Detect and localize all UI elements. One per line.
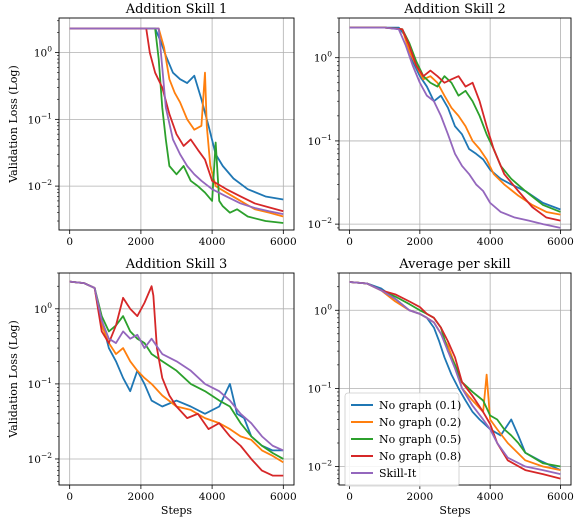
- legend-label: No graph (0.8): [379, 450, 461, 463]
- y-tick-label: 10−2: [308, 459, 333, 474]
- legend-label: No graph (0.2): [379, 416, 461, 429]
- chart-panel-3: 0 2000 4000 6000 10−2 10−1 100 Addition Skill 3…: [7, 257, 297, 517]
- axes-frame: [58, 17, 295, 231]
- series-line: [69, 280, 284, 464]
- x-tick-label: 6000: [547, 236, 574, 248]
- legend-label: Skill-It: [379, 467, 417, 480]
- legend-box: [344, 392, 460, 487]
- series-line: [69, 280, 284, 452]
- series-group: [349, 281, 561, 480]
- axes-frame: [58, 272, 295, 486]
- legend-label: No graph (0.1): [379, 399, 461, 412]
- series-line: [69, 27, 284, 213]
- x-tick-label: 0: [346, 236, 353, 248]
- series-line: [349, 26, 561, 229]
- series-line: [349, 281, 561, 480]
- legend: No graph (0.1) No graph (0.2) No graph (0.…: [344, 392, 461, 487]
- y-axis-label: Validation Loss (Log): [7, 65, 20, 184]
- y-tick-label: 100: [34, 301, 52, 316]
- x-tick-label: 6000: [270, 236, 297, 248]
- chart-title: Average per skill: [398, 257, 510, 272]
- y-tick-label: 100: [34, 45, 52, 60]
- series-line: [69, 27, 284, 218]
- y-tick-label: 10−1: [28, 376, 52, 391]
- series-line: [349, 26, 561, 211]
- series-group: [69, 27, 284, 224]
- y-tick-label: 10−1: [308, 380, 332, 395]
- y-tick-label: 10−1: [28, 111, 52, 126]
- x-tick-label: 0: [346, 491, 353, 503]
- y-tick-label: 100: [314, 302, 332, 317]
- series-line: [69, 27, 284, 216]
- chart-title: Addition Skill 1: [125, 2, 228, 17]
- series-line: [69, 280, 284, 460]
- chart-panel-4: 0 2000 4000 6000 10−2 10−1 100 Average per skil…: [308, 257, 574, 517]
- x-tick-label: 4000: [477, 491, 504, 503]
- series-line: [69, 280, 284, 452]
- x-tick-label: 2000: [128, 491, 155, 503]
- chart-title: Addition Skill 2: [403, 2, 506, 17]
- series-group: [69, 280, 284, 477]
- x-tick-label: 6000: [547, 491, 574, 503]
- y-axis-label: Validation Loss (Log): [7, 320, 20, 439]
- series-line: [69, 280, 284, 477]
- y-tick-label: 100: [314, 50, 332, 65]
- series-line: [349, 281, 561, 468]
- x-tick-label: 2000: [406, 491, 433, 503]
- y-tick-label: 10−2: [28, 178, 53, 193]
- series-line: [349, 26, 561, 222]
- x-tick-label: 4000: [199, 491, 226, 503]
- x-tick-label: 0: [66, 236, 73, 248]
- x-tick-label: 0: [66, 491, 73, 503]
- chart-panel-1: 0 2000 4000 6000 10−2 10−1 100 Addition Skill 1…: [7, 2, 297, 248]
- y-tick-label: 10−2: [28, 451, 53, 466]
- x-axis-label: Steps: [161, 504, 193, 517]
- x-tick-label: 6000: [270, 491, 297, 503]
- x-axis-label: Steps: [439, 504, 471, 517]
- x-tick-label: 2000: [406, 236, 433, 248]
- series-line: [349, 281, 561, 475]
- axes-frame: [338, 17, 572, 231]
- series-line: [349, 26, 561, 216]
- y-tick-label: 10−1: [308, 133, 332, 148]
- chart-panel-2: 0 2000 4000 6000 10−2 10−1 100 Addition Skill 2: [308, 2, 574, 248]
- series-group: [349, 26, 561, 229]
- x-tick-label: 4000: [199, 236, 226, 248]
- x-tick-label: 2000: [128, 236, 155, 248]
- legend-label: No graph (0.5): [379, 433, 461, 446]
- x-tick-label: 4000: [477, 236, 504, 248]
- series-line: [349, 26, 561, 213]
- chart-title: Addition Skill 3: [125, 257, 228, 272]
- y-tick-label: 10−2: [308, 216, 333, 231]
- series-line: [69, 27, 284, 224]
